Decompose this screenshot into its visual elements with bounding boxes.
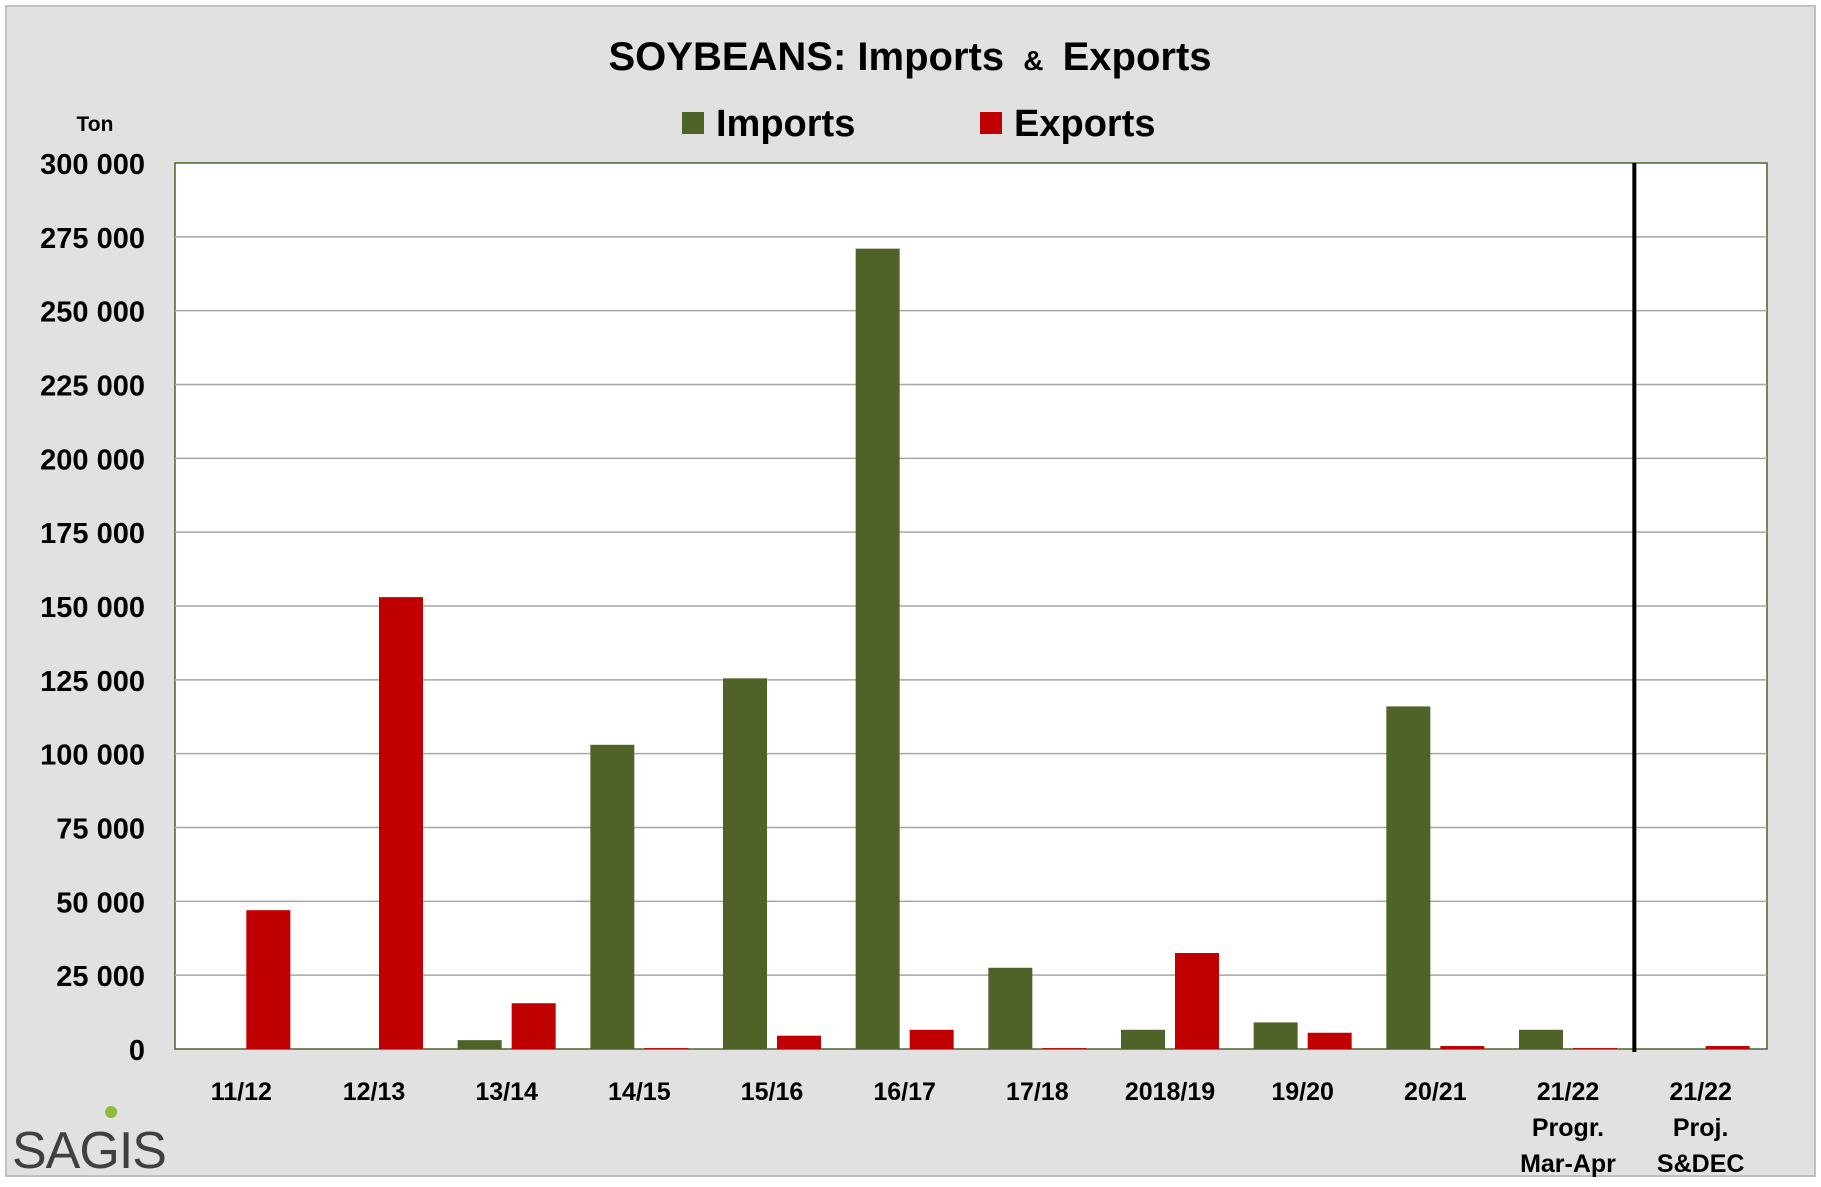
bar-exports [1573,1048,1617,1049]
bar-imports [1253,1022,1298,1049]
bars [246,248,1750,1049]
x-tick-label: 21/22 Proj. S&DEC [1657,1078,1745,1178]
y-tick-label: 250 000 [40,297,145,329]
bar-exports [1307,1032,1352,1049]
x-tick-label-line: 14/15 [608,1078,671,1106]
x-tick-label-line: 20/21 [1404,1078,1467,1106]
y-tick-label: 75 000 [56,814,145,846]
x-axis-tick-labels: 11/12 12/13 13/14 14/15 15/16 16/17 17/18 2018/… [211,1078,1745,1178]
x-tick-label: 14/15 [608,1078,671,1106]
gridlines [175,236,1767,976]
x-tick-label-line: 21/22 [1537,1078,1600,1106]
legend: Imports Exports [682,103,1155,145]
y-tick-label: 125 000 [40,666,145,698]
legend-exports-swatch [980,112,1002,134]
y-axis-tick-labels: 0 25 000 50 000 75 000 100 000 125 000 150 000… [40,149,145,1067]
x-tick-label-line: 17/18 [1006,1078,1069,1106]
sagis-logo-dot [105,1106,117,1118]
x-tick-label-line: 11/12 [211,1078,272,1106]
y-tick-label: 0 [129,1035,145,1067]
bar-imports [1519,1029,1563,1049]
x-tick-label-line: Progr. [1532,1114,1604,1142]
x-tick-label: 2018/19 [1125,1078,1215,1106]
bar-imports [1121,1029,1165,1049]
bar-exports [1175,953,1219,1049]
x-tick-label-line: Proj. [1673,1114,1729,1142]
title-part-2: Exports [1063,35,1212,79]
x-tick-label: 12/13 [343,1078,406,1106]
chart-title: SOYBEANS: Imports & Exports [608,35,1211,79]
title-ampersand: & [1023,45,1043,76]
legend-imports-swatch [682,112,704,134]
x-tick-label-line: 13/14 [475,1078,538,1106]
y-tick-label: 100 000 [40,740,145,772]
x-tick-label: 13/14 [475,1078,538,1106]
y-tick-label: 25 000 [56,961,145,993]
y-tick-label: 200 000 [40,444,145,476]
bar-imports [457,1040,502,1049]
x-tick-label-line: 19/20 [1271,1078,1334,1106]
legend-imports-label: Imports [716,103,855,145]
x-tick-label-line: 2018/19 [1125,1078,1215,1106]
bar-imports [723,678,767,1049]
bar-exports [379,597,423,1049]
x-tick-label-line: 16/17 [873,1078,936,1106]
x-tick-label: 19/20 [1271,1078,1334,1106]
x-tick-label: 16/17 [873,1078,936,1106]
x-tick-label: 21/22 Progr. Mar-Apr [1520,1078,1616,1178]
y-axis-unit-label: Ton [77,113,114,136]
legend-exports-label: Exports [1014,103,1155,145]
bar-exports [1042,1048,1087,1049]
y-tick-label: 50 000 [56,887,145,919]
x-tick-label-line: Mar-Apr [1520,1150,1616,1178]
y-tick-label: 300 000 [40,149,145,181]
sagis-logo-text: SAGIS [12,1122,166,1180]
x-tick-label-line: 21/22 [1669,1078,1732,1106]
bar-exports [1440,1046,1485,1049]
bar-exports [909,1029,954,1049]
y-tick-label: 275 000 [40,223,145,255]
x-tick-label: 15/16 [741,1078,804,1106]
x-tick-label: 20/21 [1404,1078,1467,1106]
y-tick-label: 225 000 [40,371,145,403]
x-tick-label-line: 12/13 [343,1078,406,1106]
bar-imports [855,248,900,1049]
bar-imports [1386,706,1431,1049]
bar-exports [1705,1046,1750,1049]
title-part-1: SOYBEANS: Imports [608,35,1004,79]
sagis-logo: SAGIS [12,1106,167,1180]
y-tick-label: 175 000 [40,518,145,550]
x-tick-label-line: S&DEC [1657,1150,1745,1178]
bar-imports [590,744,635,1049]
bar-imports [988,967,1033,1049]
y-tick-label: 150 000 [40,592,145,624]
bar-exports [246,910,291,1049]
x-tick-label-line: 15/16 [741,1078,804,1106]
bar-exports [777,1035,821,1049]
x-tick-label: 17/18 [1006,1078,1069,1106]
bar-exports [644,1048,689,1049]
x-tick-label: 11/12 [211,1078,272,1106]
bar-exports [511,1003,556,1049]
